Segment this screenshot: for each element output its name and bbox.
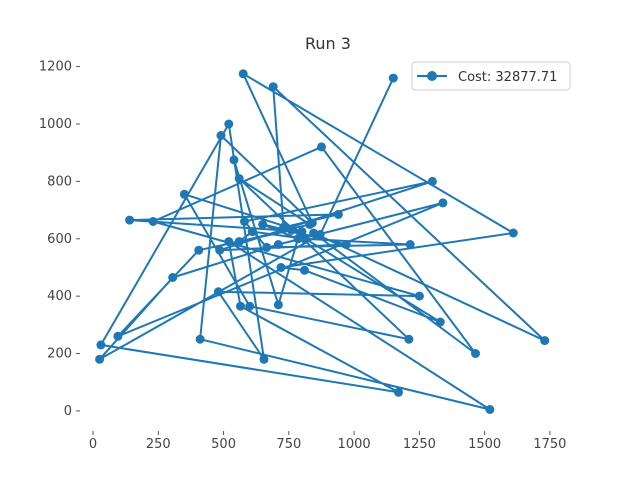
x-tick-label: 1750 <box>533 437 566 452</box>
y-tick-label: 1200 <box>39 60 72 75</box>
legend-box <box>411 61 571 91</box>
data-point <box>309 228 319 238</box>
data-point <box>394 387 403 397</box>
chart-title: Run 3 <box>305 34 351 53</box>
data-point <box>216 131 226 140</box>
data-point <box>438 198 448 208</box>
x-tick-label: 1250 <box>403 437 436 452</box>
data-point <box>215 245 225 255</box>
legend-label: Cost: 32877.71 <box>458 70 557 85</box>
x-tick-label: 750 <box>276 437 301 452</box>
data-point <box>194 245 204 255</box>
data-point <box>485 405 495 414</box>
data-point <box>179 189 189 199</box>
data-point <box>471 349 480 358</box>
data-point <box>540 336 550 346</box>
data-point <box>236 301 245 311</box>
series-line <box>98 72 546 411</box>
y-tick-label: 200 <box>47 347 72 362</box>
data-point <box>427 176 437 186</box>
data-point <box>305 219 315 229</box>
y-tick-label: 600 <box>47 232 72 247</box>
legend: Cost: 32877.71 <box>411 61 571 91</box>
data-point <box>405 240 415 249</box>
data-point <box>95 354 105 364</box>
data-point <box>508 228 518 238</box>
data-point <box>276 263 286 272</box>
data-point <box>300 234 309 244</box>
y-tick-label: 1000 <box>39 117 72 132</box>
data-point <box>273 240 283 249</box>
data-point <box>300 265 309 275</box>
data-point <box>148 217 158 226</box>
data-point <box>168 273 178 282</box>
data-point <box>262 242 272 252</box>
data-point <box>259 354 269 364</box>
data-point <box>229 155 239 165</box>
data-point <box>195 334 205 344</box>
y-tick-label: 800 <box>47 174 72 189</box>
data-point <box>238 69 248 79</box>
data-point <box>268 82 278 92</box>
data-point <box>287 225 296 235</box>
data-point <box>240 217 249 226</box>
y-tick-label: 400 <box>47 289 72 304</box>
data-point <box>388 73 398 83</box>
data-point <box>279 222 289 232</box>
plot-series <box>95 69 550 414</box>
data-point <box>213 287 223 297</box>
data-point <box>125 215 135 225</box>
axis-ticks: 0 250 500 750 1000 1250 1500 1750 0 200 400 600 800 1… <box>39 60 567 452</box>
data-point <box>273 300 283 310</box>
data-point <box>224 237 234 247</box>
data-point <box>293 234 303 244</box>
x-tick-label: 250 <box>146 437 171 452</box>
data-point <box>317 142 326 152</box>
data-point <box>258 219 268 229</box>
x-tick-label: 1500 <box>468 437 501 452</box>
data-point <box>234 237 244 247</box>
data-point <box>96 340 106 350</box>
data-point <box>341 240 351 249</box>
x-tick-label: 500 <box>211 437 236 452</box>
data-point <box>247 227 257 237</box>
x-tick-label: 0 <box>89 437 97 452</box>
data-point <box>224 119 234 129</box>
legend-marker <box>427 71 437 81</box>
y-tick-label: 0 <box>64 404 72 419</box>
data-point <box>404 334 414 344</box>
data-point <box>333 209 343 219</box>
data-point <box>297 227 307 237</box>
x-tick-label: 1000 <box>338 437 371 452</box>
data-point <box>245 301 255 311</box>
data-point <box>435 317 445 327</box>
data-point <box>234 174 244 183</box>
data-point <box>414 291 424 301</box>
data-point <box>113 331 123 341</box>
